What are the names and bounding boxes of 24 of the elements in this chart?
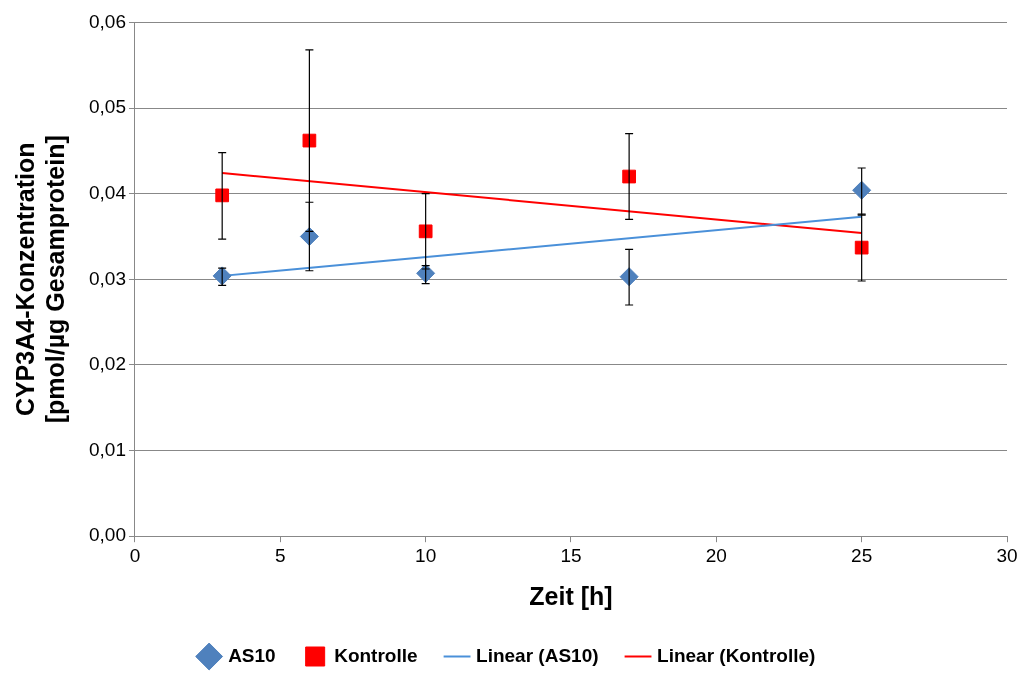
legend-label: Linear (AS10): [476, 644, 599, 666]
x-tick-label: 0: [129, 544, 141, 566]
legend-label: Linear (Kontrolle): [657, 644, 816, 666]
x-tick-label: 30: [996, 544, 1018, 566]
y-tick-label: 0,02: [89, 353, 126, 375]
y-tick-label: 0,05: [89, 96, 126, 118]
point: [418, 224, 433, 239]
y-tick-label: 0,01: [89, 438, 126, 460]
point: [302, 133, 317, 148]
y-tick-label: 0,06: [89, 10, 126, 32]
x-tick-label: 25: [851, 544, 873, 566]
y-tick-label: 0,03: [89, 267, 126, 289]
y-tick-label: 0,04: [89, 181, 127, 203]
x-tick-label: 5: [275, 544, 286, 566]
y-tick-label: 0,00: [89, 524, 126, 546]
x-tick-label: 15: [560, 544, 582, 566]
x-tick-label: 10: [415, 544, 437, 566]
x-axis-title: Zeit [h]: [529, 581, 613, 610]
legend-label: Kontrolle: [334, 644, 418, 666]
point: [854, 240, 869, 255]
x-tick-label: 20: [705, 544, 727, 566]
legend-label: AS10: [228, 644, 276, 666]
y-axis-title: CYP3A4-Konzentration [pmol/µg Gesamprotein]: [10, 135, 69, 424]
point: [215, 188, 230, 203]
